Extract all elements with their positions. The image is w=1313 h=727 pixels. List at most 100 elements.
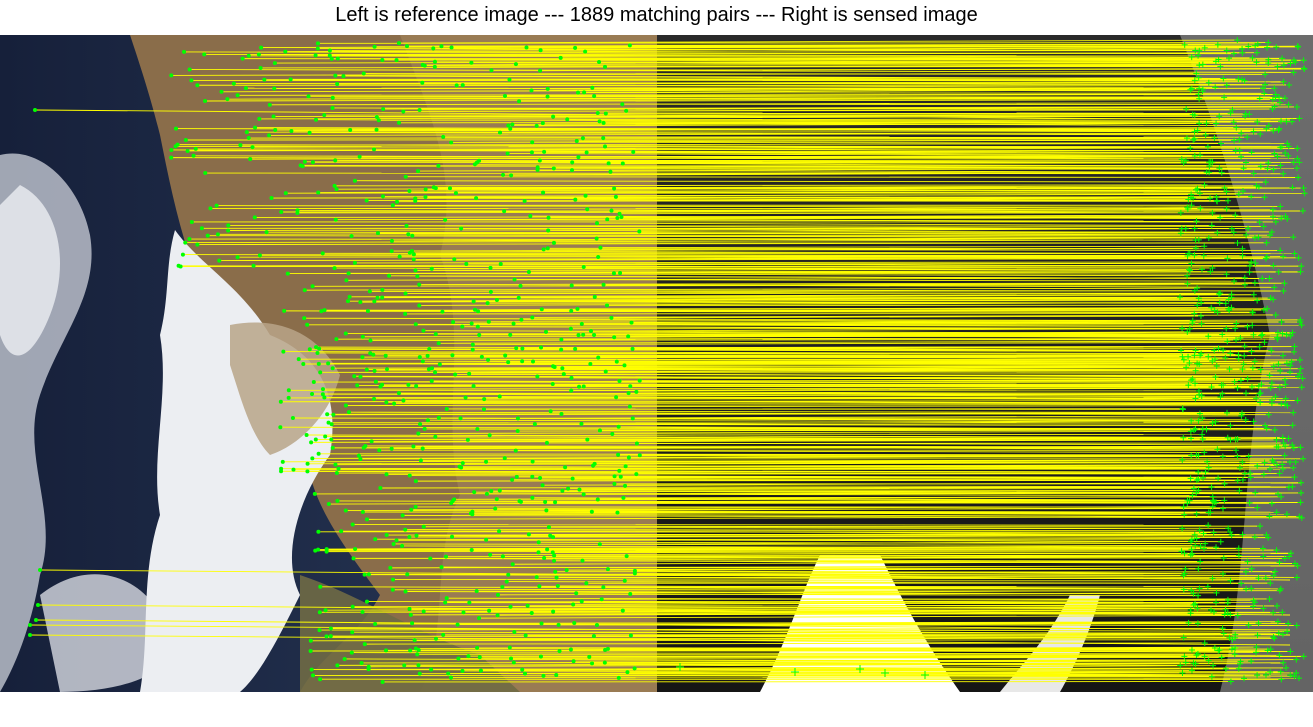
reference-keypoint — [195, 83, 200, 88]
sensed-keypoint — [1273, 602, 1280, 609]
reference-keypoint — [455, 622, 460, 627]
reference-keypoint — [570, 168, 575, 173]
sensed-keypoint — [1279, 461, 1286, 468]
reference-keypoint — [289, 129, 294, 134]
sensed-keypoint — [1196, 47, 1203, 54]
reference-keypoint — [183, 138, 188, 143]
match-line — [402, 514, 1302, 519]
sensed-keypoint — [1275, 360, 1282, 367]
reference-keypoint — [535, 374, 540, 379]
sensed-keypoint — [1214, 229, 1221, 236]
reference-keypoint — [326, 420, 331, 425]
reference-keypoint — [597, 542, 602, 547]
sensed-keypoint — [1244, 558, 1251, 565]
match-line — [304, 287, 1198, 291]
sensed-keypoint — [1293, 622, 1300, 629]
reference-keypoint — [328, 634, 333, 639]
match-line — [394, 402, 1261, 405]
reference-keypoint — [558, 55, 563, 60]
sensed-keypoint — [1282, 213, 1289, 220]
reference-keypoint — [552, 558, 557, 563]
sensed-keypoint — [1248, 585, 1255, 592]
reference-keypoint — [603, 111, 608, 116]
sensed-keypoint — [1222, 665, 1229, 672]
sensed-keypoint — [1201, 639, 1208, 646]
match-line — [377, 294, 1254, 299]
match-line — [204, 53, 1192, 58]
sensed-keypoint — [1185, 250, 1192, 257]
sensed-keypoint — [1195, 387, 1202, 394]
match-line — [592, 662, 1181, 666]
sensed-keypoint — [1195, 91, 1202, 98]
reference-keypoint — [517, 99, 522, 104]
sensed-keypoint — [1300, 455, 1307, 462]
reference-keypoint — [189, 219, 194, 224]
sensed-keypoint — [1244, 134, 1251, 141]
sensed-keypoint — [1232, 325, 1239, 332]
sensed-keypoint — [1250, 170, 1257, 177]
reference-keypoint — [601, 136, 606, 141]
match-line — [405, 591, 1194, 595]
sensed-keypoint — [1226, 366, 1233, 373]
sensed-keypoint — [1238, 153, 1245, 160]
sensed-keypoint — [1274, 153, 1281, 160]
sensed-keypoint — [1279, 609, 1286, 616]
reference-keypoint — [543, 329, 548, 334]
sensed-keypoint — [1294, 155, 1301, 162]
sensed-keypoint — [1284, 628, 1291, 635]
match-line — [441, 566, 1252, 570]
reference-keypoint — [617, 211, 622, 216]
reference-keypoint — [535, 165, 540, 170]
sensed-keypoint — [1219, 331, 1226, 338]
reference-keypoint — [406, 382, 411, 387]
match-line — [368, 663, 1196, 668]
sensed-keypoint — [1280, 288, 1287, 295]
reference-keypoint — [576, 90, 581, 95]
sensed-keypoint — [1197, 558, 1204, 565]
sensed-keypoint — [1213, 363, 1220, 370]
sensed-keypoint — [1180, 406, 1186, 413]
reference-keypoint — [329, 56, 334, 61]
sensed-keypoint — [1214, 309, 1221, 316]
sensed-keypoint — [1178, 347, 1185, 354]
sensed-keypoint — [791, 668, 799, 676]
sensed-keypoint — [1281, 280, 1288, 287]
match-line — [479, 615, 1238, 619]
reference-keypoint — [404, 223, 409, 228]
sensed-keypoint — [1199, 436, 1206, 443]
match-line — [612, 433, 1203, 436]
match-line — [326, 634, 1258, 637]
reference-keypoint — [577, 384, 582, 389]
sensed-keypoint — [1274, 618, 1281, 625]
match-line — [435, 332, 1278, 335]
reference-keypoint — [362, 572, 367, 577]
reference-keypoint — [580, 136, 585, 141]
sensed-keypoint — [1219, 390, 1226, 397]
reference-keypoint — [185, 148, 190, 153]
sensed-keypoint — [1179, 670, 1186, 677]
reference-keypoint — [310, 391, 315, 396]
reference-keypoint — [409, 249, 414, 254]
sensed-keypoint — [1241, 77, 1248, 84]
reference-keypoint — [441, 632, 446, 637]
sensed-keypoint — [1220, 347, 1227, 354]
reference-keypoint — [333, 217, 338, 222]
sensed-keypoint — [1189, 320, 1196, 327]
reference-keypoint — [380, 287, 385, 292]
sensed-keypoint — [1297, 316, 1304, 323]
reference-keypoint — [195, 242, 200, 247]
sensed-keypoint — [1265, 39, 1272, 46]
sensed-keypoint — [1217, 394, 1224, 401]
sensed-keypoint — [1250, 603, 1257, 610]
reference-keypoint — [529, 150, 534, 155]
reference-keypoint — [514, 346, 519, 351]
sensed-keypoint — [1241, 470, 1248, 477]
sensed-keypoint — [1270, 213, 1277, 220]
reference-keypoint — [371, 147, 376, 152]
reference-keypoint — [568, 326, 573, 331]
match-line — [205, 97, 1285, 102]
reference-keypoint — [169, 147, 174, 152]
reference-keypoint — [461, 610, 466, 615]
reference-keypoint — [352, 374, 357, 379]
reference-keypoint — [508, 126, 513, 131]
